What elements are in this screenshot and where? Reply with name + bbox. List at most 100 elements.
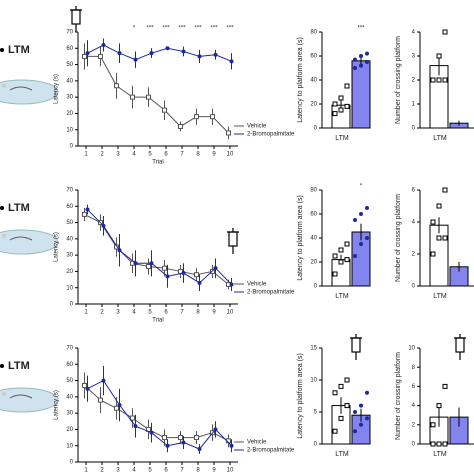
- point: [442, 77, 448, 83]
- marker: [210, 114, 215, 120]
- point: [365, 206, 369, 210]
- x-tick-label: 4: [132, 152, 136, 158]
- x-tick-label: 1: [84, 468, 88, 474]
- y-tick-label: 40: [310, 236, 317, 242]
- x-tick-label: 2: [100, 468, 104, 474]
- marker: [181, 49, 186, 54]
- annotation: ***: [194, 26, 202, 32]
- y-tick-label: 40: [66, 394, 73, 400]
- point: [359, 403, 363, 408]
- syringes: [70, 6, 466, 360]
- x-tick-label: 7: [180, 310, 184, 316]
- point: [365, 51, 369, 56]
- y-axis-label: Latency (s): [54, 232, 60, 262]
- point: [359, 63, 363, 68]
- y-tick-label: 30: [66, 411, 73, 417]
- point: [338, 259, 344, 265]
- illustrations: [0, 79, 59, 413]
- series-line: [87, 209, 232, 285]
- annotation: ***: [146, 26, 154, 32]
- point: [332, 390, 338, 396]
- y-tick-label: 40: [66, 78, 73, 84]
- y-tick-label: 5: [314, 410, 318, 416]
- marker: [98, 53, 103, 59]
- point: [344, 103, 350, 109]
- x-tick-label: 5: [148, 468, 152, 474]
- point: [353, 254, 357, 258]
- y-tick-label: 20: [310, 102, 317, 108]
- y-tick-label: 10: [66, 127, 73, 133]
- x-tick-label: 2: [100, 152, 104, 158]
- point: [344, 83, 350, 89]
- marker: [133, 424, 138, 429]
- y-tick-label: 15: [310, 346, 317, 352]
- marker: [149, 261, 154, 266]
- x-axis-label: Trial: [152, 160, 163, 166]
- bullet: [0, 206, 4, 210]
- marker: [101, 378, 106, 383]
- x-tick-label: 6: [164, 152, 168, 158]
- marker: [165, 274, 170, 279]
- y-tick-label: 0: [314, 126, 318, 132]
- x-tick-label: 3: [116, 152, 120, 158]
- marker: [194, 114, 199, 120]
- point: [332, 428, 338, 434]
- legend-label: Vehicle: [247, 440, 267, 446]
- point: [436, 235, 442, 241]
- point: [359, 422, 363, 427]
- marker: [194, 272, 199, 278]
- y-tick-label: 50: [66, 378, 73, 384]
- x-tick-label: 7: [180, 468, 184, 474]
- marker: [114, 405, 119, 411]
- bar: [351, 60, 371, 129]
- point: [359, 54, 363, 58]
- marker: [133, 261, 138, 266]
- y-tick-label: 30: [66, 95, 73, 101]
- legend-label: Vehicle: [247, 282, 267, 288]
- point: [436, 403, 442, 409]
- point: [436, 53, 442, 59]
- marker: [98, 397, 103, 403]
- row-label: LTM: [8, 360, 30, 372]
- marker: [146, 94, 151, 100]
- marker: [213, 266, 218, 271]
- point: [344, 241, 350, 247]
- point: [365, 390, 369, 395]
- y-axis-label: Number of crossing platform: [395, 352, 402, 440]
- marker: [226, 130, 231, 136]
- x-tick-label: 6: [164, 310, 168, 316]
- point: [359, 212, 363, 216]
- y-tick-label: 4: [412, 220, 416, 226]
- y-tick-label: 80: [310, 30, 317, 36]
- series-line: [87, 379, 232, 450]
- y-axis-label: Number of crossing platform: [395, 36, 402, 124]
- y-tick-label: 10: [66, 285, 73, 291]
- y-tick-label: 50: [66, 220, 73, 226]
- point: [344, 377, 350, 383]
- marker: [117, 403, 122, 407]
- y-tick-label: 0: [314, 442, 318, 448]
- marker: [117, 51, 122, 56]
- x-tick-label: 2: [100, 310, 104, 316]
- marker: [149, 51, 154, 56]
- legend-label: 2-Bromopalmitate: [247, 290, 295, 296]
- marker: [130, 94, 135, 100]
- y-tick-label: 8: [412, 365, 416, 371]
- y-tick-label: 40: [66, 236, 73, 242]
- y-tick-label: 20: [66, 427, 73, 433]
- marker: [162, 265, 167, 271]
- x-tick-label: 10: [227, 310, 234, 316]
- point: [353, 218, 357, 222]
- x-tick-label: LTM: [335, 135, 349, 142]
- x-tick-label: 7: [180, 152, 184, 158]
- point: [332, 101, 338, 107]
- x-tick-label: 1: [84, 310, 88, 316]
- y-tick-label: 2: [412, 78, 416, 84]
- point: [365, 60, 369, 64]
- x-tick-label: LTM: [335, 451, 349, 458]
- annotation: ***: [162, 26, 170, 32]
- point: [436, 203, 442, 209]
- y-axis-label: Latency (s): [54, 74, 60, 104]
- point: [442, 383, 448, 389]
